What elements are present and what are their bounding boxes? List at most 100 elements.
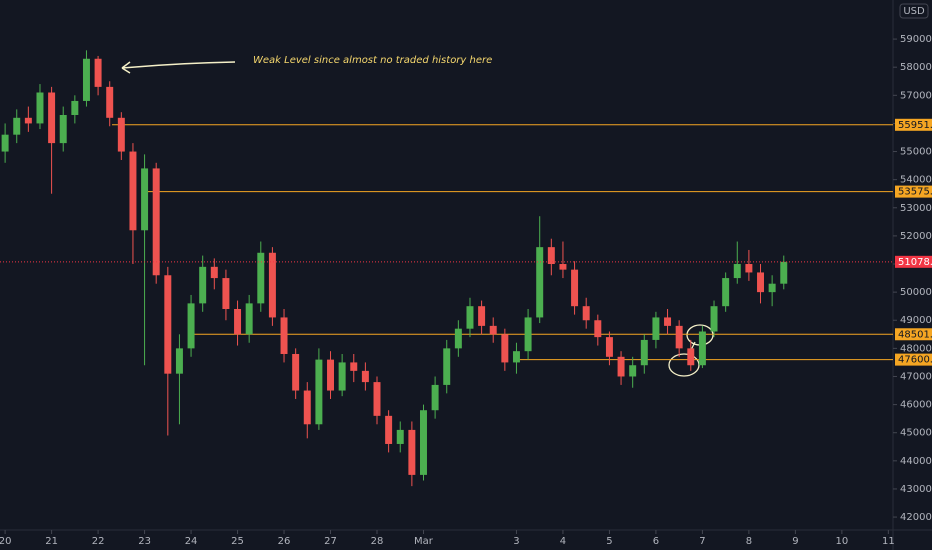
candle-body (292, 353, 300, 391)
y-tick-label: 44000.0 (900, 456, 932, 467)
candle-body (675, 325, 683, 349)
candle-body (698, 331, 706, 366)
candle-body (59, 114, 67, 144)
y-tick-label: 50000.0 (900, 287, 932, 298)
candle-body (280, 317, 288, 354)
y-tick-label: 55000.0 (900, 147, 932, 158)
candle-body (338, 362, 346, 391)
candle-body (664, 317, 672, 326)
candle-body (48, 92, 56, 144)
candle-body (129, 151, 137, 231)
x-tick-label: 26 (278, 536, 291, 547)
x-tick-label: 23 (138, 536, 151, 547)
annotation-arrow (121, 61, 236, 74)
x-tick-label: 10 (835, 536, 848, 547)
candle-body (164, 275, 172, 374)
last-price-box (895, 255, 932, 268)
candle-body (780, 261, 788, 284)
x-tick-label: 5 (606, 536, 612, 547)
level-label: 53575.5 (898, 187, 932, 198)
currency: USD (903, 6, 925, 17)
candle-body (466, 306, 474, 329)
currency-box[interactable] (899, 3, 929, 19)
x-tick-label: 20 (0, 536, 11, 547)
candle-body (373, 382, 381, 416)
level-label-box (895, 353, 932, 366)
y-tick-label: 54000.0 (900, 175, 932, 186)
candle-body (547, 247, 555, 265)
candle-body (571, 269, 579, 307)
candle-body (199, 266, 207, 304)
y-tick-label: 53000.0 (900, 203, 932, 214)
candle-body (24, 117, 32, 124)
candle-body (268, 252, 276, 318)
candle-body (768, 283, 776, 293)
candle-body (1, 134, 9, 152)
candle-body (431, 384, 439, 411)
x-tick-label: 11 (882, 536, 895, 547)
level-label: 48501.5 (898, 329, 932, 340)
candle-body (36, 92, 44, 124)
y-tick-label: 45000.0 (900, 428, 932, 439)
candle-body (617, 356, 625, 377)
candle-body (257, 252, 265, 304)
candle-body (757, 272, 765, 293)
candle-body (687, 348, 695, 366)
level-label: 47600.0 (898, 355, 932, 366)
candle-body (106, 86, 114, 118)
candle-body (710, 306, 718, 332)
y-tick-label: 47000.0 (900, 371, 932, 382)
candle-body (396, 429, 404, 444)
candle-body (443, 348, 451, 385)
last-price-label: 51078.0 (898, 257, 932, 268)
candle-body (745, 264, 753, 273)
x-tick-label: 6 (653, 536, 659, 547)
candle-body (489, 325, 497, 335)
candle-body (408, 429, 416, 475)
y-tick-label: 42000.0 (900, 512, 932, 523)
candle-body (141, 168, 149, 231)
annotation: Weak Level since almost no traded histor… (253, 55, 492, 66)
x-tick-label: 4 (560, 536, 566, 547)
candle-body (385, 415, 393, 444)
x-tick-label: 7 (699, 536, 705, 547)
y-tick-label: 46000.0 (900, 400, 932, 411)
candle-body (605, 337, 613, 357)
x-tick-label: 28 (371, 536, 384, 547)
candle-body (234, 309, 242, 335)
candle-body (420, 410, 427, 475)
candle-body (327, 359, 335, 391)
level-label-box (895, 118, 932, 131)
candle-body (652, 317, 660, 340)
candle-body (350, 362, 358, 371)
y-tick-label: 58000.0 (900, 62, 932, 73)
candle-body (454, 328, 462, 349)
candle-body (524, 317, 532, 352)
level-label: 55951.5 (898, 120, 932, 131)
x-tick-label: 22 (92, 536, 105, 547)
candle-body (245, 303, 253, 335)
candle-body (559, 264, 567, 270)
candle-body (187, 303, 195, 349)
candle-body (71, 100, 79, 115)
candle-body (210, 266, 218, 279)
candle-body (640, 339, 648, 366)
level-label-box (895, 328, 932, 341)
candle-body (303, 390, 311, 425)
candle-body (478, 306, 486, 326)
candle-body (117, 117, 125, 152)
y-tick-label: 43000.0 (900, 484, 932, 495)
y-tick-label: 48000.0 (900, 343, 932, 354)
candle-body (175, 348, 183, 374)
candle-body (82, 58, 90, 101)
candle-body (13, 117, 21, 135)
x-tick-label: Mar (414, 536, 434, 547)
x-tick-label: 21 (45, 536, 58, 547)
candle-body (536, 247, 544, 318)
y-tick-label: 49000.0 (900, 315, 932, 326)
candle-body (152, 168, 160, 276)
y-tick-label: 59000.0 (900, 34, 932, 45)
candle-body (582, 306, 590, 321)
